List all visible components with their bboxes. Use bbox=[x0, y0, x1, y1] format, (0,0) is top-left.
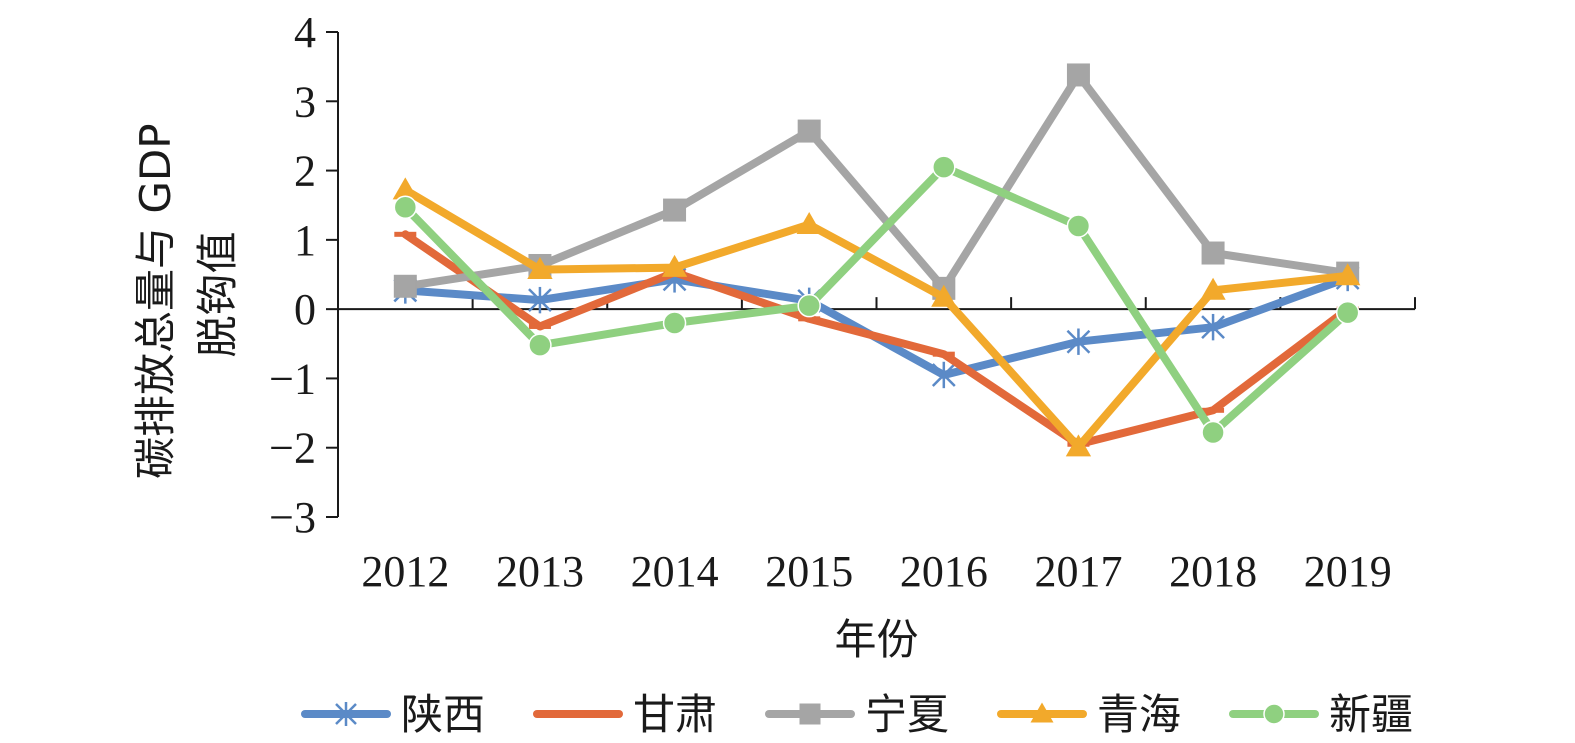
data-point bbox=[527, 257, 553, 279]
legend-label: 甘肃 bbox=[633, 690, 717, 739]
data-point bbox=[932, 351, 955, 357]
y-tick-label: 0 bbox=[294, 285, 316, 334]
y-axis-title-line-2: 脱钩值 bbox=[193, 231, 242, 357]
series-line bbox=[401, 71, 1352, 293]
legend-item: 宁夏 bbox=[765, 690, 949, 739]
series-3 bbox=[393, 63, 1360, 300]
y-tick-label: 2 bbox=[294, 147, 316, 196]
data-point bbox=[393, 195, 418, 220]
legend-marker bbox=[1263, 703, 1285, 725]
data-point bbox=[1066, 63, 1090, 87]
x-tick-label: 2017 bbox=[1034, 547, 1122, 596]
data-point bbox=[528, 286, 552, 314]
data-point bbox=[1200, 277, 1226, 300]
x-tick-label: 2019 bbox=[1304, 547, 1392, 596]
legend: 陕西 甘肃 宁夏 青海 新疆 bbox=[301, 690, 1413, 739]
y-tick-label: −2 bbox=[269, 424, 316, 473]
data-point bbox=[931, 284, 957, 307]
x-tick-label: 2015 bbox=[765, 547, 853, 596]
legend-label: 青海 bbox=[1097, 690, 1181, 739]
legend-item: 甘肃 bbox=[533, 690, 717, 739]
x-tick-label: 2012 bbox=[361, 547, 449, 596]
legend-label: 宁夏 bbox=[865, 690, 949, 739]
series-4 bbox=[392, 177, 1361, 457]
tick-labels: 4 3 2 1 0 −1 −2 −3 2012 2013 2014 2015 2016 2017 2018 2… bbox=[269, 8, 1392, 596]
legend-marker bbox=[335, 702, 357, 726]
data-point bbox=[1335, 300, 1360, 325]
y-axis-title-line-1: 碳排放总量与 GDP bbox=[131, 123, 180, 479]
x-tick-label: 2014 bbox=[631, 547, 719, 596]
series-5 bbox=[393, 155, 1360, 445]
y-tick-label: 3 bbox=[294, 77, 316, 126]
data-point bbox=[1202, 407, 1225, 413]
data-point bbox=[1201, 420, 1225, 445]
series-layer bbox=[392, 63, 1361, 457]
data-point bbox=[797, 119, 821, 143]
x-axis-title: 年份 bbox=[834, 615, 918, 664]
y-axis-title: 碳排放总量与 GDP 脱钩值 bbox=[131, 110, 242, 479]
x-tick-label: 2018 bbox=[1169, 547, 1257, 596]
legend-item: 新疆 bbox=[1229, 690, 1413, 739]
series-line bbox=[401, 163, 1352, 437]
data-point bbox=[1201, 241, 1225, 265]
series-line bbox=[401, 186, 1352, 451]
data-point bbox=[662, 311, 687, 335]
data-point bbox=[661, 254, 688, 277]
legend-marker bbox=[1030, 702, 1054, 723]
data-point bbox=[797, 293, 821, 318]
data-point bbox=[393, 274, 417, 298]
data-point bbox=[798, 316, 821, 322]
data-point bbox=[931, 361, 956, 389]
data-point bbox=[1065, 434, 1092, 457]
legend-marker bbox=[799, 703, 821, 725]
x-tick-label: 2013 bbox=[496, 547, 584, 596]
y-tick-label: 4 bbox=[294, 8, 316, 57]
data-point bbox=[1066, 328, 1091, 355]
legend-item: 青海 bbox=[997, 690, 1181, 739]
series-line bbox=[401, 230, 1352, 449]
data-point bbox=[394, 231, 417, 237]
data-point bbox=[932, 155, 956, 179]
y-tick-label: 1 bbox=[294, 216, 316, 265]
data-point bbox=[528, 333, 552, 357]
data-point bbox=[1066, 214, 1091, 238]
legend-marker bbox=[568, 711, 588, 717]
legend-label: 新疆 bbox=[1329, 690, 1413, 739]
legend-item: 陕西 bbox=[301, 690, 485, 739]
data-point bbox=[796, 211, 822, 234]
data-point bbox=[392, 177, 418, 200]
y-tick-label: −3 bbox=[269, 493, 316, 542]
data-point bbox=[663, 198, 687, 222]
legend-label: 陕西 bbox=[401, 690, 485, 739]
data-point bbox=[1201, 313, 1225, 341]
data-point bbox=[1335, 263, 1361, 286]
x-tick-label: 2016 bbox=[900, 547, 988, 596]
y-tick-label: −1 bbox=[269, 354, 316, 403]
data-point bbox=[528, 323, 551, 329]
